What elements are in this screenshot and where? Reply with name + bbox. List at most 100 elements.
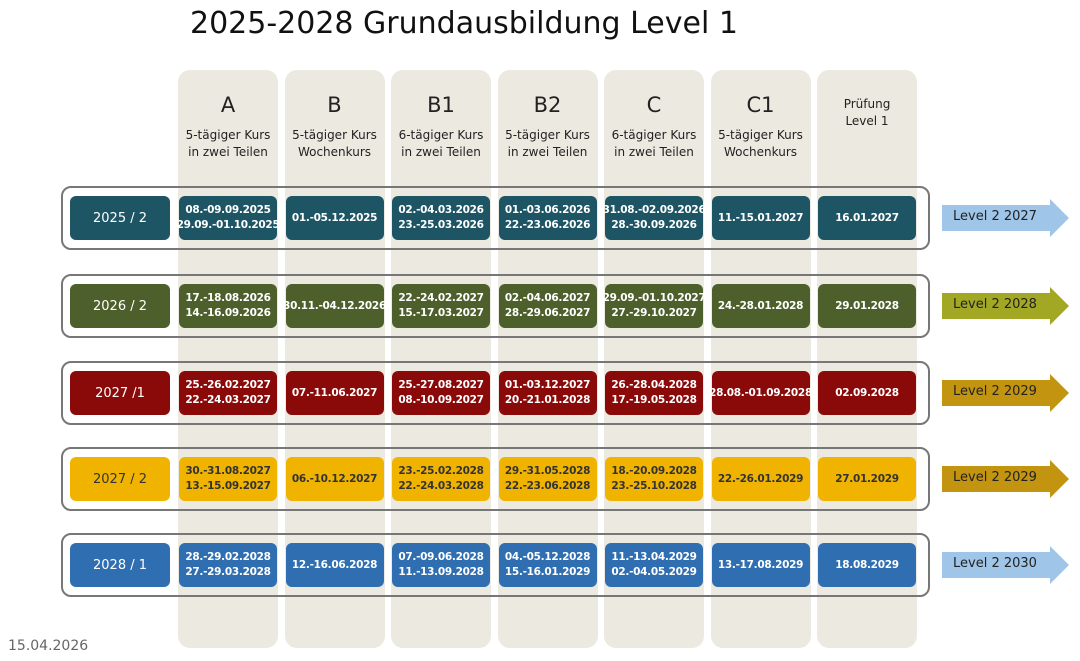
column-description: in zwei Teilen [188,145,268,159]
date-cell: 11.-15.01.2027 [711,196,810,240]
date-line: 29.-31.05.2028 [504,465,591,477]
row-frame [61,361,930,425]
date-cell: 13.-17.08.2029 [711,543,810,587]
row-label: 2026 / 2 [70,284,170,328]
date-cell: 22.-24.02.2027 15.-17.03.2027 [392,284,490,328]
column-letter: A [220,93,236,117]
date-cell: 18.08.2029 [818,543,916,587]
date-cell: 12.-16.06.2028 [285,543,384,587]
date-line: 04.-05.12.2028 [504,551,591,563]
date-line: 27.01.2029 [835,472,899,485]
date-line: 20.-21.01.2028 [504,394,591,406]
date-line: 07.-11.06.2027 [291,386,378,399]
date-cell: 25.-26.02.2027 22.-24.03.2027 [179,371,277,415]
date-line: 15.-17.03.2027 [398,307,484,319]
date-line: 01.-05.12.2025 [291,211,378,224]
date-line: 01.-03.06.2026 [504,204,591,216]
date-line: 17.-18.08.2026 [185,292,271,304]
date-line: 16.01.2027 [835,211,899,224]
date-cell: 30.11.-04.12.2026 [283,284,386,328]
date-line: 28.-30.09.2026 [611,219,697,231]
date-line: 15.-16.01.2029 [504,566,591,578]
column-letter: B2 [533,93,562,117]
date-cell: 16.01.2027 [818,196,916,240]
date-line: 22.-24.03.2027 [185,394,271,406]
date-line: 29.09.-01.10.2027 [602,292,706,304]
date-cell: 24.-28.01.2028 [711,284,810,328]
column-description: in zwei Teilen [401,145,481,159]
date-line: 02.-04.05.2029 [611,566,697,578]
arrow-shape [942,374,1069,412]
date-cell: 17.-18.08.2026 14.-16.09.2026 [179,284,277,328]
date-cell: 02.-04.03.2026 23.-25.03.2026 [392,196,490,240]
column-letter: C [646,93,662,117]
date-line: 22.-24.03.2028 [398,480,484,492]
date-line: 29.01.2028 [835,299,899,312]
date-line: 22.-23.06.2028 [504,480,591,492]
column-description: 5-tägiger Kurs [505,128,590,142]
date-cell: 02.-04.06.2027 28.-29.06.2027 [498,284,597,328]
row-label: 2025 / 2 [70,196,170,240]
date-line: 11.-15.01.2027 [717,211,804,224]
date-line: 08.-09.09.2025 [185,204,271,216]
next-level: Level 2 2027 [953,209,1037,224]
date-line: 23.-25.03.2026 [398,219,484,231]
date-line: 28.-29.06.2027 [504,307,591,319]
date-cell: 07.-09.06.2028 11.-13.09.2028 [392,543,490,587]
date-line: 18.-20.09.2028 [611,465,697,477]
column-letter: C1 [746,93,775,117]
date-line: 23.-25.10.2028 [611,480,697,492]
arrow [942,374,1069,412]
column-description: Level 1 [845,114,889,128]
date-line: 27.-29.10.2027 [611,307,697,319]
date-line: 30.11.-04.12.2026 [283,299,386,312]
date-cell: 08.-09.09.2025 29.09.-01.10.2025 [177,196,280,240]
next-level: Level 2 2028 [953,297,1037,312]
date-line: 12.-16.06.2028 [291,558,378,571]
arrow-shape [942,287,1069,325]
date-line: 01.-03.12.2027 [504,379,591,391]
date-line: 23.-25.02.2028 [398,465,484,477]
date-cell: 27.01.2029 [818,457,916,501]
date-cell: 11.-13.04.2029 02.-04.05.2029 [605,543,703,587]
date-line: 11.-13.09.2028 [398,566,484,578]
date-line: 22.-26.01.2029 [717,472,804,485]
title: 2025-2028 Grundausbildung Level 1 [190,6,738,41]
date-line: 02.09.2028 [835,386,899,399]
date-line: 28.-29.02.2028 [185,551,271,563]
date-line: 28.08.-01.09.2028 [709,386,812,399]
date-cell: 28.08.-01.09.2028 [709,371,812,415]
date-cell: 30.-31.08.2027 13.-15.09.2027 [179,457,277,501]
column-description: in zwei Teilen [507,145,588,159]
date-line: 14.-16.09.2026 [185,307,271,319]
row-label: 2027 /1 [70,371,170,415]
date-line: 27.-29.03.2028 [185,566,271,578]
date-cell: 18.-20.09.2028 23.-25.10.2028 [605,457,703,501]
date-cell: 01.-03.06.2026 22.-23.06.2026 [498,196,597,240]
date-cell: 01.-03.12.2027 20.-21.01.2028 [498,371,597,415]
column-description: Wochenkurs [297,145,372,159]
arrow-shape [942,546,1069,584]
date-cell: 04.-05.12.2028 15.-16.01.2029 [498,543,597,587]
column-description: Wochenkurs [723,145,798,159]
date-line: 11.-13.04.2029 [611,551,697,563]
column-description: 5-tägiger Kurs [185,128,271,142]
date-cell: 26.-28.04.2028 17.-19.05.2028 [605,371,703,415]
date-line: 25.-27.08.2027 [398,379,484,391]
date-line: 26.-28.04.2028 [611,379,697,391]
next-level: Level 2 2029 [953,384,1037,399]
date-cell: 23.-25.02.2028 22.-24.03.2028 [392,457,490,501]
date-cell: 31.08.-02.09.2026 28.-30.09.2026 [602,196,706,240]
arrow [942,199,1069,237]
date-cell: 06.-10.12.2027 [285,457,384,501]
date-line: 08.-10.09.2027 [398,394,484,406]
date-line: 13.-17.08.2029 [717,558,804,571]
arrow [942,460,1069,498]
date-line: 06.-10.12.2027 [291,472,378,485]
date-line: 25.-26.02.2027 [185,379,271,391]
date-line: 31.08.-02.09.2026 [602,204,706,216]
date-line: 17.-19.05.2028 [611,394,697,406]
date-cell: 29.01.2028 [818,284,916,328]
column-description: 6-tägiger Kurs [611,128,697,142]
